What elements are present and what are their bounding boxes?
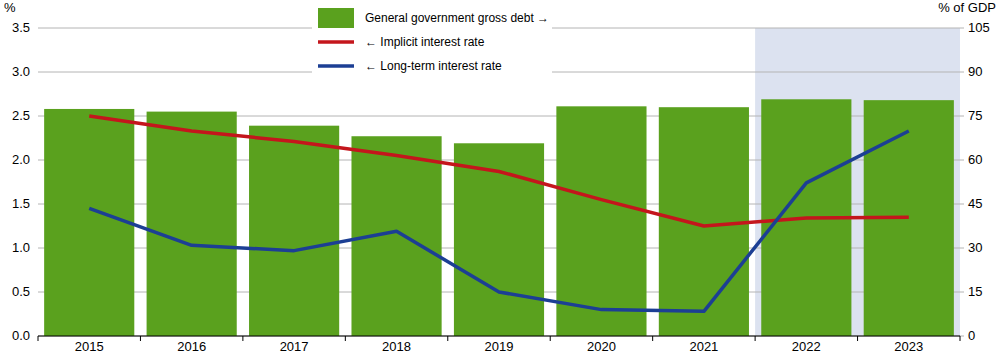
y2-tick bbox=[960, 248, 964, 249]
y-tick-label: 3.5 bbox=[12, 20, 30, 35]
y2-tick bbox=[960, 336, 964, 337]
legend-label: ← Implicit interest rate bbox=[365, 35, 485, 49]
y-tick-label: 0.0 bbox=[12, 328, 30, 343]
legend-label: General government gross debt → bbox=[365, 11, 549, 25]
x-tick bbox=[242, 336, 243, 341]
x-tick-label: 2018 bbox=[382, 339, 411, 354]
bar bbox=[44, 109, 134, 336]
y2-axis-label: % of GDP bbox=[938, 0, 996, 15]
marks bbox=[44, 99, 954, 336]
y2-tick-label: 45 bbox=[968, 196, 982, 211]
y2-tick-label: 30 bbox=[968, 240, 982, 255]
legend-swatch bbox=[318, 64, 354, 68]
x-tick bbox=[38, 336, 39, 341]
legend-label: ← Long-term interest rate bbox=[365, 59, 502, 73]
x-tick bbox=[652, 336, 653, 341]
x-tick bbox=[960, 336, 961, 341]
bar bbox=[556, 106, 646, 336]
y-tick-label: 3.0 bbox=[12, 64, 30, 79]
y2-tick-label: 105 bbox=[968, 20, 990, 35]
x-tick bbox=[550, 336, 551, 341]
chart: 0.0 0.5 1.0 1.5 2.0 2.5 3.0 3.5 0 15 30 45 60 75 90 105… bbox=[0, 0, 1000, 355]
y-tick-label: 0.5 bbox=[12, 284, 30, 299]
y2-tick-label: 75 bbox=[968, 108, 982, 123]
x-tick-label: 2019 bbox=[485, 339, 514, 354]
y-tick-label: 1.5 bbox=[12, 196, 30, 211]
x-tick-label: 2022 bbox=[792, 339, 821, 354]
x-tick-label: 2017 bbox=[280, 339, 309, 354]
x-tick bbox=[140, 336, 141, 341]
y-tick-label: 2.5 bbox=[12, 108, 30, 123]
x-tick-label: 2023 bbox=[894, 339, 923, 354]
line bbox=[89, 131, 909, 311]
y2-tick bbox=[960, 292, 964, 293]
y-tick-label: 1.0 bbox=[12, 240, 30, 255]
grid-line bbox=[38, 336, 960, 337]
bar bbox=[147, 112, 237, 336]
x-tick-label: 2015 bbox=[75, 339, 104, 354]
x-tick bbox=[857, 336, 858, 341]
x-tick bbox=[755, 336, 756, 341]
x-tick-label: 2020 bbox=[587, 339, 616, 354]
y-axis-label: % bbox=[4, 0, 16, 15]
x-tick-label: 2021 bbox=[689, 339, 718, 354]
bar bbox=[659, 107, 749, 336]
bar bbox=[249, 126, 339, 336]
y2-tick bbox=[960, 28, 964, 29]
y2-tick bbox=[960, 116, 964, 117]
legend-bg bbox=[312, 4, 552, 80]
y2-tick bbox=[960, 72, 964, 73]
x-tick bbox=[447, 336, 448, 341]
y2-tick-label: 15 bbox=[968, 284, 982, 299]
y2-tick bbox=[960, 204, 964, 205]
y2-tick-label: 90 bbox=[968, 64, 982, 79]
legend-swatch bbox=[318, 8, 354, 28]
y2-tick-label: 0 bbox=[968, 328, 975, 343]
x-tick bbox=[345, 336, 346, 341]
x-axis bbox=[38, 336, 960, 337]
y-tick-label: 2.0 bbox=[12, 152, 30, 167]
projection-band bbox=[755, 28, 960, 336]
legend: General government gross debt → ← Implici… bbox=[312, 4, 552, 80]
y2-tick bbox=[960, 160, 964, 161]
x-tick-label: 2016 bbox=[177, 339, 206, 354]
y2-tick-label: 60 bbox=[968, 152, 982, 167]
legend-swatch bbox=[318, 40, 354, 44]
